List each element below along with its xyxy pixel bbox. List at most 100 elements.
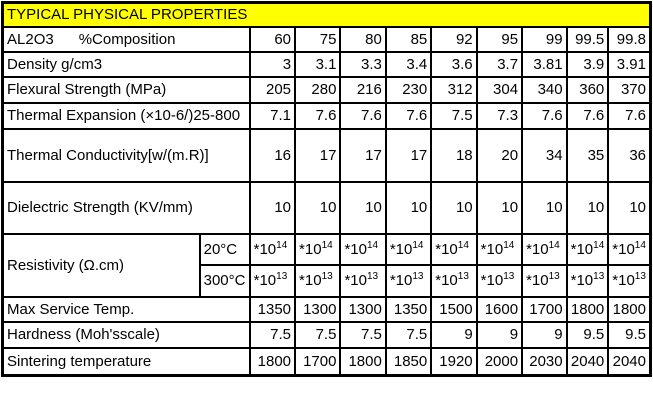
resistivity-exponent: 14 (412, 239, 424, 251)
resistivity-base: *10 (480, 272, 504, 289)
row-al2o3-composition: AL2O3 %Composition 60 75 80 85 92 95 99 … (1, 25, 652, 53)
value-cell: *1014 (339, 232, 387, 266)
value-cell: 216 (339, 75, 387, 104)
value-cell: 7.6 (294, 101, 342, 130)
resistivity-exponent: 14 (503, 239, 515, 251)
resistivity-exponent: 13 (366, 271, 379, 282)
resistivity-exponent: 13 (457, 271, 469, 282)
value-cell: 99.8 (607, 25, 652, 53)
value-cell: 10 (294, 180, 342, 235)
value-cell: 280 (294, 75, 342, 104)
value-cell: *1013 (430, 263, 478, 298)
value-cell: 370 (607, 75, 652, 104)
value-cell: 10 (248, 180, 297, 235)
resistivity-base: *10 (389, 240, 413, 258)
value-cell: 7.6 (521, 101, 568, 130)
row-density: Density g/cm3 3 3.1 3.3 3.4 3.6 3.7 3.81… (1, 50, 652, 78)
value-cell: 1800 (339, 346, 387, 377)
row-label: Resistivity (Ω.cm) (1, 232, 201, 298)
value-cell: 9.5 (565, 320, 610, 349)
value-cell: 7.6 (607, 101, 652, 130)
row-label: Density g/cm3 (1, 50, 251, 78)
value-cell: 1350 (384, 295, 433, 323)
resistivity-exponent: 14 (548, 239, 560, 251)
value-cell: 9 (475, 320, 524, 349)
value-cell: *1013 (565, 263, 610, 298)
resistivity-base: *10 (299, 272, 322, 289)
resistivity-base: *10 (570, 272, 594, 289)
table-title: TYPICAL PHYSICAL PROPERTIES (1, 1, 652, 28)
row-thermal-conductivity: Thermal Conductivity[w/(m.R)] 16 17 17 1… (1, 127, 652, 183)
resistivity-base: *10 (299, 240, 322, 258)
temp-cell: 20°C (198, 232, 251, 266)
value-cell: 80 (339, 25, 387, 53)
value-cell: *1014 (384, 232, 433, 266)
value-cell: 2040 (607, 346, 652, 377)
value-cell: 18 (430, 127, 478, 183)
value-cell: *1013 (294, 263, 342, 298)
value-cell: 17 (294, 127, 342, 183)
value-cell: *1013 (475, 263, 524, 298)
resistivity-exponent: 13 (412, 271, 424, 282)
value-cell: 1700 (521, 295, 568, 323)
resistivity-exponent: 13 (503, 271, 515, 282)
row-label: Thermal Conductivity[w/(m.R)] (1, 127, 251, 183)
page: TYPICAL PHYSICAL PROPERTIES AL2O3 %Compo… (1, 1, 652, 377)
value-cell: 36 (607, 127, 652, 183)
value-cell: 9.5 (607, 320, 652, 349)
resistivity-exponent: 13 (276, 271, 288, 282)
value-cell: 7.3 (475, 101, 524, 130)
value-cell: 17 (339, 127, 387, 183)
resistivity-base: *10 (612, 272, 635, 289)
row-sintering-temperature: Sintering temperature 1800 1700 1800 185… (1, 346, 652, 377)
value-cell: 10 (384, 180, 433, 235)
value-cell: *1014 (294, 232, 342, 266)
resistivity-exponent: 13 (634, 271, 646, 282)
value-cell: 3.81 (521, 50, 568, 78)
value-cell: *1013 (339, 263, 387, 298)
value-cell: *1014 (430, 232, 478, 266)
value-cell: *1014 (607, 232, 652, 266)
value-cell: 2000 (475, 346, 524, 377)
resistivity-base: *10 (526, 272, 549, 289)
value-cell: 20 (475, 127, 524, 183)
value-cell: 92 (430, 25, 478, 53)
title-row: TYPICAL PHYSICAL PROPERTIES (1, 1, 652, 28)
value-cell: 9 (430, 320, 478, 349)
value-cell: 10 (475, 180, 524, 235)
value-cell: 1920 (430, 346, 478, 377)
value-cell: 75 (294, 25, 342, 53)
value-cell: 1800 (565, 295, 610, 323)
value-cell: *1013 (607, 263, 652, 298)
row-max-service-temp: Max Service Temp. 1350 1300 1300 1350 15… (1, 295, 652, 323)
value-cell: 7.5 (339, 320, 387, 349)
resistivity-base: *10 (253, 240, 277, 258)
row-hardness: Hardness (Moh'sscale) 7.5 7.5 7.5 7.5 9 … (1, 320, 652, 349)
value-cell: 1800 (607, 295, 652, 323)
value-cell: 2040 (565, 346, 610, 377)
resistivity-base: *10 (435, 240, 458, 258)
value-cell: 10 (339, 180, 387, 235)
resistivity-exponent: 14 (276, 239, 288, 251)
row-resistivity-20c: Resistivity (Ω.cm) 20°C *1014 *1014 *101… (1, 232, 652, 298)
value-cell: 17 (384, 127, 433, 183)
resistivity-exponent: 14 (366, 239, 379, 251)
value-cell: 60 (248, 25, 297, 53)
value-cell: 34 (521, 127, 568, 183)
value-cell: 1350 (248, 295, 297, 323)
row-label: Max Service Temp. (1, 295, 251, 323)
value-cell: *1013 (384, 263, 433, 298)
resistivity-exponent: 14 (321, 239, 333, 251)
value-cell: 3.3 (339, 50, 387, 78)
value-cell: 3.91 (607, 50, 652, 78)
value-cell: 1600 (475, 295, 524, 323)
row-label: Sintering temperature (1, 346, 251, 377)
value-cell: 3.4 (384, 50, 433, 78)
value-cell: 7.5 (294, 320, 342, 349)
value-cell: 7.1 (248, 101, 297, 130)
value-cell: 1700 (294, 346, 342, 377)
value-cell: 304 (475, 75, 524, 104)
value-cell: 16 (248, 127, 297, 183)
value-cell: *1014 (565, 232, 610, 266)
value-cell: 1850 (384, 346, 433, 377)
